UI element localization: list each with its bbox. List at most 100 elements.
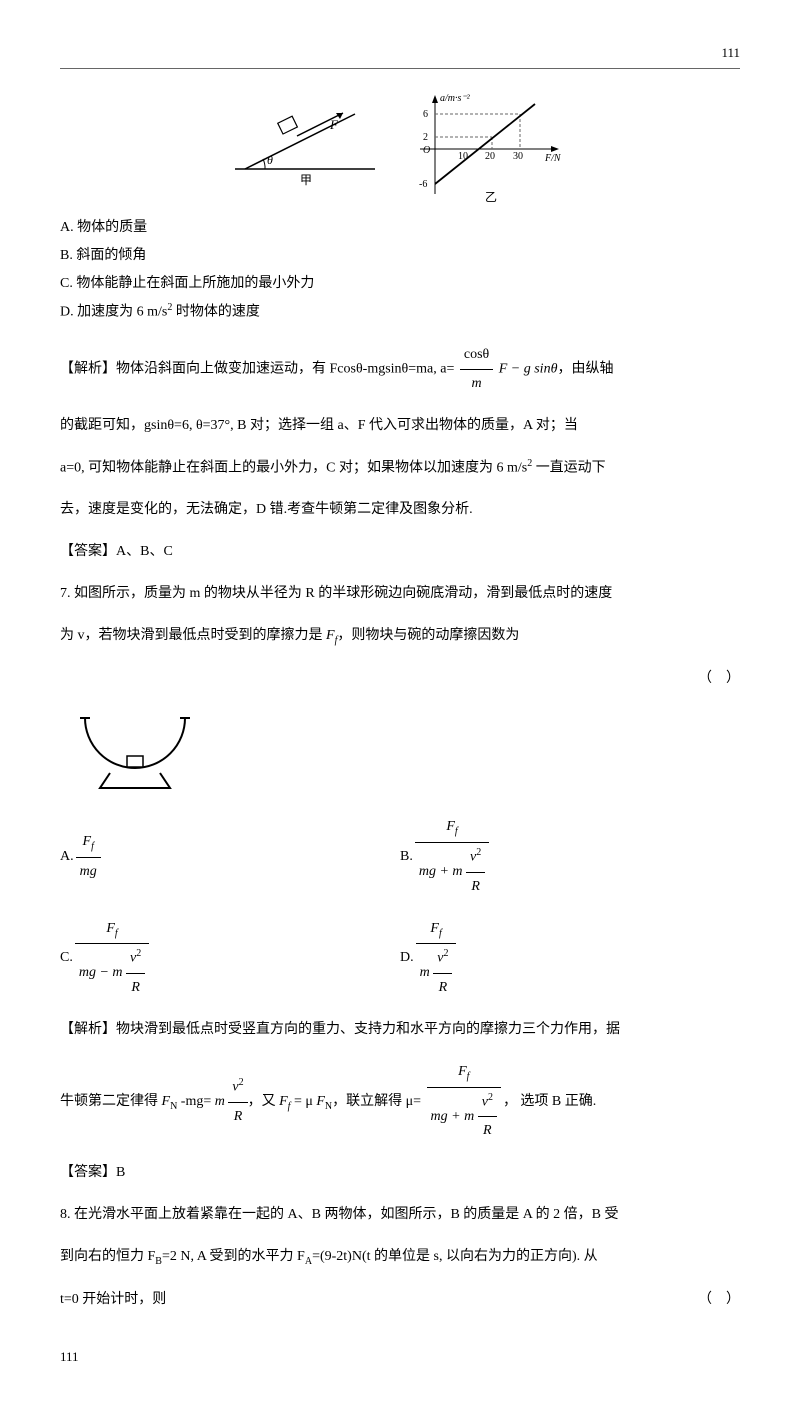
- svg-text:20: 20: [485, 151, 495, 162]
- option-a: A. 物体的质量: [60, 214, 740, 242]
- an2-final-subfrac: v2 R: [478, 1088, 497, 1146]
- analysis1-line4: 去，速度是变化的，无法确定，D 错.考查牛顿第二定律及图象分析.: [60, 496, 740, 524]
- an2-frac-final: Ff mg + m v2 R: [427, 1058, 501, 1145]
- q8-cpre: t=0 开始计时，则: [60, 1286, 166, 1314]
- q7-suffix: ，则物块与碗的动摩擦因数为: [337, 628, 519, 643]
- analysis-1: 【解析】物体沿斜面向上做变加速运动，有 Fcosθ-mgsinθ=ma, a= …: [60, 341, 740, 398]
- q7-opt-a: A. Ff mg: [60, 813, 400, 900]
- option-d-suffix: 时物体的速度: [172, 305, 260, 320]
- an2-final-denden: R: [478, 1117, 497, 1145]
- an2-pre: 牛顿第二定律得: [60, 1094, 162, 1109]
- answer-1: 【答案】A、B、C: [60, 538, 740, 566]
- opt7C-denpre: mg − m: [79, 965, 123, 980]
- opt7B-frac: Ff mg + m v2 R: [415, 813, 489, 900]
- an2-f1den: R: [228, 1103, 247, 1131]
- opt7D-label: D.: [400, 944, 414, 972]
- opt7A-numsub: f: [91, 841, 94, 852]
- opt7B-sup: 2: [476, 847, 481, 858]
- opt7D-sup: 2: [443, 948, 448, 959]
- answer-2: 【答案】B: [60, 1159, 740, 1187]
- opt7C-subfrac: v2 R: [126, 944, 145, 1002]
- q8-line2: 到向右的恒力 FB=2 N, A 受到的水平力 FA=(9-2t)N(t 的单位…: [60, 1243, 740, 1272]
- an2-frac1: v2 R: [228, 1073, 247, 1131]
- opt7C-label: C.: [60, 944, 73, 972]
- bowl-figure: [60, 703, 740, 793]
- opt7B-numsub: f: [455, 826, 458, 837]
- opt7D-frac: Ff m v2 R: [416, 915, 457, 1002]
- opt7C-denden: R: [126, 974, 145, 1002]
- an2-final-num: F: [458, 1064, 467, 1079]
- analysis1-line2: 的截距可知，gsinθ=6, θ=37°, B 对；选择一组 a、F 代入可求出…: [60, 412, 740, 440]
- opt7C-sup: 2: [136, 948, 141, 959]
- opt7B-label: B.: [400, 843, 413, 871]
- opt7B-num: F: [446, 819, 455, 834]
- analysis2-line2: 牛顿第二定律得 FN -mg= m v2 R ，又 Ff = μ FN，联立解得…: [60, 1058, 740, 1145]
- option-d-prefix: D. 加速度为 6 m/s: [60, 305, 167, 320]
- svg-text:乙: 乙: [485, 190, 497, 204]
- opt7D-num: F: [430, 921, 439, 936]
- opt7A-label: A.: [60, 843, 74, 871]
- q7-opt-c: C. Ff mg − m v2 R: [60, 915, 400, 1002]
- q7-line1: 7. 如图所示，质量为 m 的物块从半径为 R 的半球形碗边向碗底滑动，滑到最低…: [60, 580, 740, 608]
- svg-text:2: 2: [423, 132, 428, 143]
- analysis1-line3a: a=0, 可知物体能静止在斜面上的最小外力，C 对；如果物体以加速度为 6 m/…: [60, 460, 527, 475]
- svg-text:30: 30: [513, 151, 523, 162]
- svg-text:F: F: [329, 117, 339, 132]
- q7-prefix: 为 v，若物块滑到最低点时受到的摩擦力是: [60, 628, 326, 643]
- option-c: C. 物体能静止在斜面上所施加的最小外力: [60, 270, 740, 298]
- svg-text:甲: 甲: [300, 173, 312, 187]
- figure-graph: a/m·s⁻² 6 2 O -6 10 20 30 F/N 乙: [405, 89, 575, 209]
- analysis1-line3b: 一直运动下: [532, 460, 606, 475]
- q7-opts-row2: C. Ff mg − m v2 R D. Ff m v2 R: [60, 915, 740, 1002]
- an2-suffix: ， 选项 B 正确.: [503, 1094, 596, 1109]
- opt7A-num: F: [83, 834, 92, 849]
- an2-mid2: ，又: [248, 1094, 280, 1109]
- q8-mid: =2 N, A 受到的水平力 F: [162, 1249, 305, 1264]
- an2-final-denpre: mg + m: [431, 1109, 475, 1124]
- an2-final-sup: 2: [488, 1092, 493, 1103]
- opt7A-frac: Ff mg: [76, 828, 101, 886]
- page-number-top: 111: [60, 40, 740, 69]
- an2-m: m: [215, 1094, 225, 1109]
- q8-subA: A: [305, 1256, 312, 1267]
- frac-num: cosθ: [460, 341, 493, 370]
- figures-row: F θ 甲 a/m·s⁻² 6 2 O -6 10 20 30 F/N 乙: [60, 89, 740, 209]
- analysis1-text-b: F − g sinθ: [499, 361, 558, 376]
- analysis1-text-a: 【解析】物体沿斜面向上做变加速运动，有 Fcosθ-mgsinθ=ma, a=: [60, 361, 454, 376]
- an2-mid: -mg=: [177, 1094, 214, 1109]
- an2-FN2: F: [316, 1094, 325, 1109]
- analysis1-frac: cosθ m: [460, 341, 493, 398]
- q7-opts-row1: A. Ff mg B. Ff mg + m v2 R: [60, 813, 740, 900]
- q7-line2: 为 v，若物块滑到最低点时受到的摩擦力是 Ff，则物块与碗的动摩擦因数为: [60, 622, 740, 651]
- an2-final-numsub: f: [467, 1071, 470, 1082]
- option-b: B. 斜面的倾角: [60, 242, 740, 270]
- page-number-bottom: 111: [60, 1344, 740, 1370]
- svg-text:a/m·s⁻²: a/m·s⁻²: [440, 93, 471, 104]
- svg-text:θ: θ: [267, 153, 273, 167]
- opt7C-numsub: f: [115, 927, 118, 938]
- q7-opt-d: D. Ff m v2 R: [400, 915, 740, 1002]
- opt7D-numsub: f: [439, 927, 442, 938]
- q8-subB: B: [155, 1256, 162, 1267]
- svg-text:O: O: [423, 145, 430, 156]
- figure-incline: F θ 甲: [225, 89, 385, 189]
- opt7C-num: F: [106, 921, 115, 936]
- q8-line3: t=0 开始计时，则 （ ）: [60, 1286, 740, 1314]
- analysis2-line1: 【解析】物块滑到最低点时受竖直方向的重力、支持力和水平方向的摩擦力三个力作用，据: [60, 1016, 740, 1044]
- an2-Ff: F: [279, 1094, 288, 1109]
- svg-text:F/N: F/N: [544, 153, 562, 164]
- svg-text:-6: -6: [419, 179, 427, 190]
- an2-sup1: 2: [239, 1077, 244, 1088]
- opt7D-subfrac: v2 R: [433, 944, 452, 1002]
- frac-den: m: [460, 370, 493, 398]
- q7-var: F: [326, 628, 335, 643]
- q7-opt-b: B. Ff mg + m v2 R: [400, 813, 740, 900]
- analysis1-text-c: ，由纵轴: [557, 361, 613, 376]
- an2-mid3: ，联立解得 μ=: [332, 1094, 421, 1109]
- opt7A-den: mg: [76, 858, 101, 886]
- q8-suf: =(9-2t)N(t 的单位是 s, 以向右为力的正方向). 从: [312, 1249, 598, 1264]
- an2-eq: = μ: [290, 1094, 316, 1109]
- opt7B-denden: R: [466, 873, 485, 901]
- svg-text:6: 6: [423, 109, 428, 120]
- opt7D-denpre: m: [420, 965, 430, 980]
